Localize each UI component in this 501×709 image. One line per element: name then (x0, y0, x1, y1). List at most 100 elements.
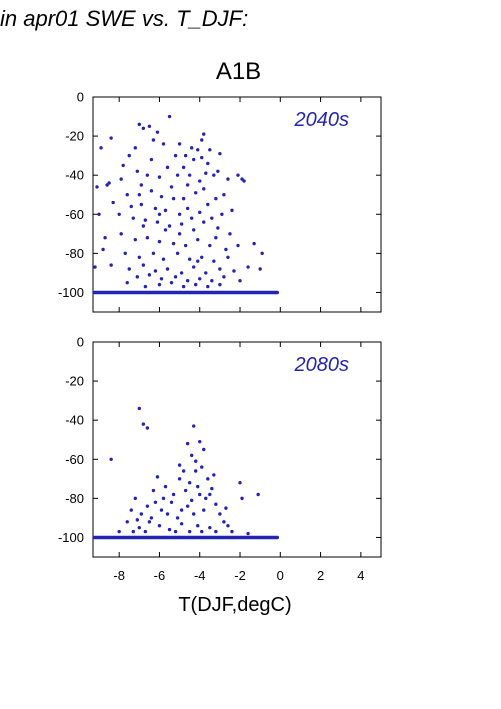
data-point (99, 146, 103, 150)
data-point (161, 257, 166, 261)
data-point (125, 520, 129, 524)
data-point (230, 208, 234, 213)
data-point (137, 193, 142, 197)
data-point (141, 224, 146, 228)
data-point (252, 241, 256, 246)
data-point (191, 157, 196, 162)
y-tick-label: -100 (58, 285, 84, 300)
data-point (165, 267, 170, 271)
data-point (238, 279, 242, 283)
x-tick-label: -8 (113, 568, 125, 583)
y-tick-label: -80 (65, 491, 84, 506)
data-point (149, 189, 154, 193)
data-point (208, 148, 212, 152)
data-point (159, 277, 164, 281)
data-point (200, 529, 204, 534)
data-point (177, 463, 182, 467)
data-point (204, 171, 208, 175)
data-point (181, 284, 186, 289)
data-point (127, 153, 131, 158)
data-point (111, 200, 115, 205)
data-point (206, 161, 210, 166)
data-point (246, 265, 250, 269)
data-point (143, 284, 148, 289)
data-point (200, 255, 204, 259)
data-point (212, 173, 216, 177)
panel-2040s: 0 -20 -40 -60 -80 -100 2040s (58, 90, 382, 313)
data-point (147, 124, 152, 129)
data-point (187, 173, 192, 177)
y-tick-label: -60 (65, 207, 84, 222)
data-point (246, 531, 250, 536)
data-point (137, 525, 142, 530)
data-point (141, 126, 146, 130)
data-point (196, 484, 200, 489)
data-point (125, 280, 129, 285)
data-point (137, 406, 142, 411)
data-point (103, 236, 107, 240)
data-point (131, 529, 135, 534)
data-point (129, 508, 133, 512)
data-point (202, 508, 206, 512)
data-point (218, 267, 222, 271)
data-point (228, 232, 232, 236)
data-point (153, 206, 158, 211)
data-point (258, 267, 262, 271)
data-point (208, 243, 212, 248)
data-point (145, 426, 150, 430)
data-point (191, 265, 196, 269)
data-point (214, 502, 218, 506)
data-point (135, 518, 140, 522)
data-point (165, 512, 170, 516)
data-point (214, 196, 218, 201)
data-point (97, 212, 101, 216)
data-point (157, 239, 162, 244)
plot-frame (92, 96, 382, 313)
data-point (131, 216, 135, 220)
data-point (151, 251, 156, 256)
data-point (208, 492, 212, 497)
data-point (189, 498, 194, 503)
data-point (187, 481, 192, 485)
y-tick-label: -20 (65, 374, 84, 389)
data-point (171, 196, 176, 201)
data-point (189, 146, 194, 150)
data-point (157, 282, 162, 287)
data-point (194, 459, 198, 463)
data-point (163, 208, 168, 213)
data-point (202, 132, 206, 136)
data-point (222, 275, 226, 279)
data-point (147, 520, 152, 524)
data-point (198, 277, 202, 281)
data-point (157, 175, 162, 179)
data-point (179, 271, 184, 275)
data-point (143, 529, 148, 534)
data-point (121, 163, 125, 168)
data-point (109, 136, 113, 140)
data-point (183, 488, 188, 493)
data-point (202, 220, 206, 224)
x-tick-label: 4 (357, 568, 364, 583)
data-point (155, 475, 160, 479)
data-point (196, 148, 200, 152)
x-axis-label: T(DJF,degC) (178, 594, 292, 616)
data-point (218, 512, 222, 516)
data-point (155, 130, 160, 134)
data-point (95, 185, 99, 189)
data-point (153, 500, 158, 504)
data-point (145, 504, 150, 508)
data-point (119, 232, 123, 236)
data-point (240, 496, 244, 501)
data-point (238, 481, 242, 485)
plot-frame (92, 341, 382, 558)
data-point (222, 193, 226, 197)
data-point (196, 259, 200, 263)
y-tick-label: -100 (58, 530, 84, 545)
data-point (163, 484, 168, 489)
data-point (155, 220, 160, 224)
data-point (139, 183, 144, 187)
data-point (107, 181, 111, 185)
data-point (226, 255, 230, 259)
x-tick-label: -4 (194, 568, 206, 583)
